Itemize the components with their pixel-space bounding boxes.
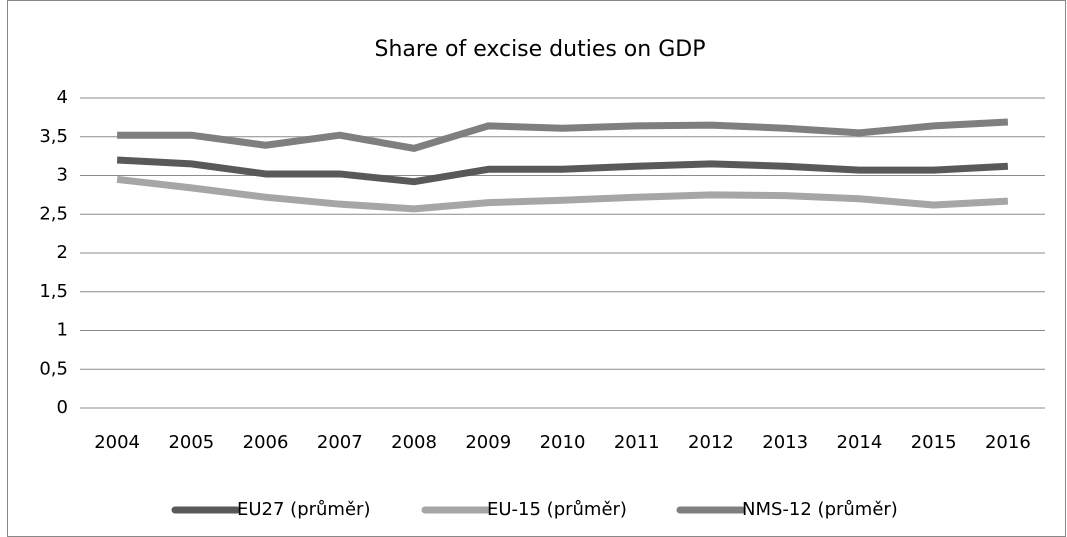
x-tick-label: 2014 xyxy=(837,432,883,453)
x-tick-label: 2006 xyxy=(243,432,289,453)
x-tick-label: 2013 xyxy=(762,432,808,453)
x-tick-label: 2005 xyxy=(168,432,214,453)
chart-border xyxy=(7,0,1066,537)
legend-label: NMS-12 (průměr) xyxy=(742,499,898,520)
x-tick-label: 2004 xyxy=(94,432,140,453)
y-tick-label: 0 xyxy=(57,397,68,418)
x-tick-label: 2012 xyxy=(688,432,734,453)
x-tick-label: 2011 xyxy=(614,432,660,453)
line-series xyxy=(116,175,1009,213)
y-tick-label: 3 xyxy=(57,165,68,186)
y-tick-label: 2 xyxy=(57,242,68,263)
y-tick-label: 2,5 xyxy=(39,203,68,224)
y-tick-label: 3,5 xyxy=(39,126,68,147)
x-tick-label: 2009 xyxy=(465,432,511,453)
legend-label: EU-15 (průměr) xyxy=(487,499,627,520)
legend-label: EU27 (průměr) xyxy=(237,499,370,520)
x-tick-label: 2015 xyxy=(911,432,957,453)
y-tick-label: 1,5 xyxy=(39,281,68,302)
x-tick-label: 2010 xyxy=(540,432,586,453)
line-series xyxy=(116,156,1009,186)
x-tick-label: 2016 xyxy=(985,432,1031,453)
chart-title: Share of excise duties on GDP xyxy=(375,37,706,62)
x-tick-label: 2007 xyxy=(317,432,363,453)
x-tick-label: 2008 xyxy=(391,432,437,453)
y-tick-label: 0,5 xyxy=(39,358,68,379)
y-tick-label: 4 xyxy=(57,87,68,108)
line-series xyxy=(117,118,1009,152)
y-tick-label: 1 xyxy=(57,320,68,341)
